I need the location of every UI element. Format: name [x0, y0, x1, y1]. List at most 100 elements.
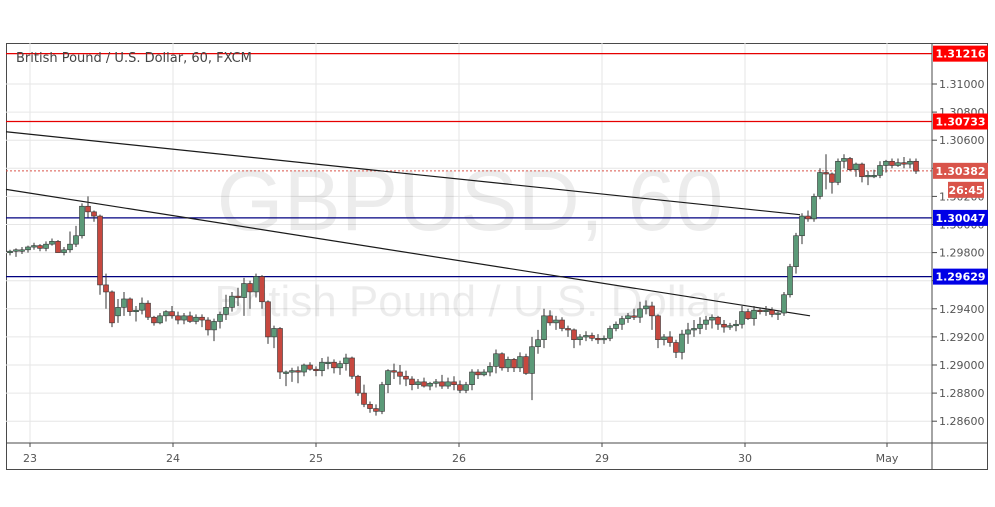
candle: [289, 367, 295, 382]
candle: [163, 310, 169, 322]
candle: [43, 241, 49, 252]
candle: [487, 362, 493, 377]
candle: [523, 353, 529, 375]
candle: [253, 273, 259, 298]
svg-text:1.30382: 1.30382: [935, 165, 985, 178]
candle: [787, 263, 793, 298]
candle: [565, 325, 571, 337]
candle: [331, 359, 337, 374]
candle: [631, 308, 637, 321]
candle: [217, 311, 223, 329]
chart-title: British Pound / U.S. Dollar, 60, FXCM: [16, 51, 252, 66]
watermark-symbol: GBPUSD, 60: [217, 153, 724, 249]
candle: [211, 318, 217, 342]
candle: [235, 287, 241, 306]
candle: [127, 297, 133, 316]
candle: [31, 242, 37, 250]
candle: [37, 244, 43, 252]
candle: [841, 154, 847, 169]
candle: [547, 310, 553, 326]
candle: [769, 307, 775, 318]
candle: [757, 307, 763, 315]
candle: [271, 325, 277, 349]
candle: [865, 171, 871, 186]
candle: [529, 336, 535, 401]
candle: [697, 317, 703, 335]
candle: [379, 381, 385, 415]
candle: [25, 245, 31, 253]
candle: [517, 352, 523, 373]
candle: [817, 168, 823, 200]
candle: [667, 331, 673, 347]
candle: [325, 356, 331, 370]
candle: [73, 225, 79, 247]
candle: [13, 248, 19, 257]
svg-text:26:45: 26:45: [948, 184, 983, 197]
price-tick-label: 1.30600: [939, 134, 985, 147]
candle: [589, 332, 595, 342]
candle: [475, 369, 481, 380]
candle: [319, 357, 325, 377]
candle: [835, 158, 841, 186]
candle: [451, 376, 457, 391]
horizontal-levels[interactable]: [6, 53, 932, 278]
svg-text:1.30733: 1.30733: [935, 116, 985, 129]
candle: [571, 328, 577, 349]
chart-watermark: GBPUSD, 60 British Pound / U.S. Dollar: [214, 153, 725, 326]
candle: [907, 158, 913, 169]
time-tick-label: 23: [23, 452, 37, 465]
candle: [151, 315, 157, 326]
candle: [751, 305, 757, 326]
candle: [763, 305, 769, 316]
price-tick-label: 1.29000: [939, 359, 985, 372]
trendlines[interactable]: [5, 131, 811, 317]
candle: [541, 308, 547, 349]
candle: [361, 384, 367, 408]
candle: [97, 214, 103, 295]
candle: [559, 317, 565, 332]
candle: [457, 380, 463, 394]
candle: [199, 314, 205, 328]
candle: [739, 305, 745, 329]
candle: [829, 172, 835, 194]
candle: [469, 369, 475, 391]
last-price-price-tag: 1.30382: [933, 162, 988, 179]
candle: [613, 321, 619, 332]
candle: [643, 300, 649, 315]
candle: [415, 379, 421, 389]
candle: [295, 366, 301, 384]
candle: [265, 300, 271, 344]
candle: [649, 301, 655, 330]
time-axis[interactable]: 23 24 25 26 29 30 May: [23, 443, 899, 465]
candle: [721, 320, 727, 333]
candle: [433, 379, 439, 388]
price-tick-label: 1.31000: [939, 78, 985, 91]
time-tick-label: 25: [309, 452, 323, 465]
candle: [115, 298, 121, 323]
candle: [205, 317, 211, 336]
time-tick-label: 29: [595, 452, 609, 465]
price-tick-label: 1.29800: [939, 247, 985, 260]
candle: [181, 313, 187, 325]
candle: [505, 356, 511, 373]
resistance-price-tag: 1.31216: [933, 45, 988, 62]
candle: [175, 311, 181, 325]
candle: [775, 311, 781, 321]
candle: [637, 301, 643, 323]
candle: [889, 158, 895, 169]
price-tick-label: 1.28600: [939, 415, 985, 428]
candle: [679, 329, 685, 360]
price-axis[interactable]: 1.310001.308001.306001.304001.302001.300…: [932, 78, 985, 428]
trendline[interactable]: [5, 131, 801, 216]
time-tick-label: 24: [166, 452, 180, 465]
price-tick-label: 1.29400: [939, 303, 985, 316]
trendline[interactable]: [5, 188, 811, 317]
candle: [109, 290, 115, 328]
candle: [391, 363, 397, 380]
candle: [241, 277, 247, 316]
candle: [703, 315, 709, 330]
candle: [823, 154, 829, 190]
candle: [535, 329, 541, 354]
candle: [55, 239, 61, 253]
